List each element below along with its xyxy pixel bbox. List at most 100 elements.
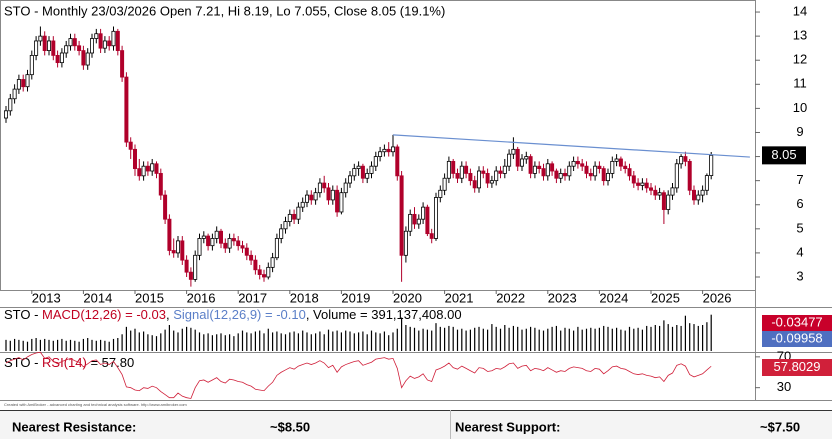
candle-body bbox=[163, 194, 168, 220]
candle-body bbox=[128, 141, 133, 150]
candle-body bbox=[167, 218, 172, 251]
volume-bar bbox=[9, 340, 11, 351]
volume-bar bbox=[633, 328, 635, 351]
candle-body bbox=[442, 177, 447, 191]
candle-body bbox=[588, 173, 593, 177]
volume-bar bbox=[641, 329, 643, 351]
candle-body bbox=[21, 79, 26, 88]
volume-bar bbox=[482, 328, 484, 351]
candle-body bbox=[201, 235, 206, 239]
volume-bar bbox=[452, 326, 454, 351]
candle-body bbox=[261, 274, 266, 278]
candle-body bbox=[356, 165, 361, 170]
candle-body bbox=[399, 175, 404, 256]
volume-bar bbox=[18, 339, 20, 351]
volume-bar bbox=[272, 332, 274, 351]
volume-bar bbox=[637, 327, 639, 351]
volume-bar bbox=[177, 332, 179, 351]
title-part: RSI(14) bbox=[42, 355, 87, 370]
volume-bar bbox=[306, 332, 308, 351]
x-tick-label: 2014 bbox=[83, 290, 112, 305]
title-part: , bbox=[166, 307, 173, 322]
candle-body bbox=[438, 189, 443, 198]
y-tick-label: 11 bbox=[793, 76, 807, 91]
volume-bar bbox=[534, 327, 536, 351]
candle-body bbox=[115, 30, 120, 51]
volume-bar bbox=[676, 325, 678, 351]
candle-body bbox=[390, 146, 395, 153]
volume-bar bbox=[82, 338, 84, 351]
volume-bar bbox=[125, 326, 127, 351]
candle-body bbox=[464, 165, 469, 174]
volume-bar bbox=[508, 327, 510, 351]
volume-bar bbox=[581, 329, 583, 351]
volume-bar bbox=[413, 327, 416, 351]
volume-bar bbox=[246, 332, 248, 351]
candle-body bbox=[498, 170, 503, 174]
volume-bar bbox=[69, 339, 72, 351]
volume-bar bbox=[465, 330, 467, 351]
title-part: , Volume = 391,137,408.00 bbox=[306, 307, 462, 322]
volume-bar bbox=[104, 340, 106, 351]
candle-body bbox=[687, 160, 692, 191]
volume-bar bbox=[504, 325, 506, 351]
candle-body bbox=[4, 110, 9, 119]
candle-body bbox=[42, 35, 47, 51]
volume-bar bbox=[74, 340, 76, 351]
y-tick-label: 7 bbox=[796, 172, 803, 187]
candle-body bbox=[369, 165, 374, 174]
volume-bar bbox=[48, 339, 50, 351]
volume-bar bbox=[100, 339, 102, 351]
volume-bar bbox=[297, 333, 299, 351]
x-tick-label: 2024 bbox=[599, 290, 628, 305]
candle-body bbox=[571, 160, 576, 167]
volume-bar bbox=[250, 333, 252, 351]
candle-body bbox=[425, 206, 430, 235]
candle-body bbox=[403, 230, 408, 256]
volume-bar bbox=[147, 334, 149, 351]
volume-bar bbox=[241, 330, 244, 351]
rsi-box bbox=[762, 359, 832, 376]
candle-body bbox=[210, 238, 215, 247]
candle-body bbox=[68, 38, 73, 47]
candle-body bbox=[253, 259, 258, 271]
volume-bar bbox=[362, 331, 364, 351]
candle-body bbox=[704, 175, 709, 191]
candle-body bbox=[25, 74, 30, 88]
volume-bar bbox=[667, 324, 669, 351]
candle-body bbox=[47, 40, 52, 51]
candle-body bbox=[429, 233, 434, 239]
volume-bar bbox=[512, 325, 514, 351]
volume-bar bbox=[560, 330, 562, 351]
volume-bar bbox=[487, 329, 489, 351]
candle-body bbox=[132, 148, 137, 170]
candle-body bbox=[606, 173, 611, 182]
x-tick-label: 2020 bbox=[393, 290, 422, 305]
volume-bar bbox=[538, 329, 540, 351]
candle-body bbox=[64, 45, 69, 54]
plot bbox=[4, 26, 714, 287]
candle-body bbox=[171, 250, 176, 254]
volume-bar bbox=[138, 332, 140, 351]
candle-body bbox=[524, 156, 529, 160]
candle-body bbox=[459, 165, 464, 179]
volume-bar bbox=[684, 315, 686, 351]
volume-bar bbox=[233, 336, 235, 351]
y-tick-label: 14 bbox=[793, 3, 807, 18]
last-price-label: 8.05 bbox=[771, 147, 796, 162]
candle-body bbox=[567, 165, 572, 177]
volume-bar bbox=[628, 326, 631, 351]
candle-body bbox=[640, 182, 645, 186]
volume-bar bbox=[39, 339, 41, 351]
volume-bar bbox=[284, 334, 287, 351]
candle-body bbox=[283, 221, 288, 230]
volume-bar bbox=[525, 328, 527, 351]
candle-body bbox=[120, 50, 125, 78]
candle-body bbox=[347, 175, 352, 184]
volume-bar bbox=[375, 332, 377, 351]
volume-bar bbox=[585, 328, 588, 351]
candle-body bbox=[197, 238, 202, 256]
y-tick-label: 4 bbox=[796, 244, 803, 259]
volume-bar bbox=[577, 326, 579, 351]
volume-bar bbox=[302, 330, 304, 351]
